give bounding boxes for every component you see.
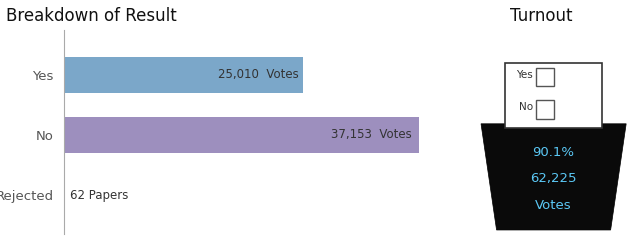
Bar [64, 57, 303, 93]
Bar [505, 62, 602, 128]
Text: 90.1%: 90.1% [532, 146, 575, 159]
Text: Breakdown of Result: Breakdown of Result [6, 7, 177, 25]
Text: Turnout: Turnout [509, 7, 572, 25]
Bar [64, 117, 419, 153]
Text: 62,225: 62,225 [531, 172, 577, 186]
Text: Votes: Votes [535, 199, 572, 212]
Text: 62 Papers: 62 Papers [70, 188, 129, 201]
Bar [536, 68, 554, 86]
Text: 37,153  Votes: 37,153 Votes [332, 128, 412, 141]
Text: No: No [519, 103, 533, 113]
Polygon shape [481, 124, 626, 230]
Text: Yes: Yes [516, 70, 533, 80]
Bar [536, 100, 554, 119]
Text: 25,010  Votes: 25,010 Votes [218, 68, 298, 81]
